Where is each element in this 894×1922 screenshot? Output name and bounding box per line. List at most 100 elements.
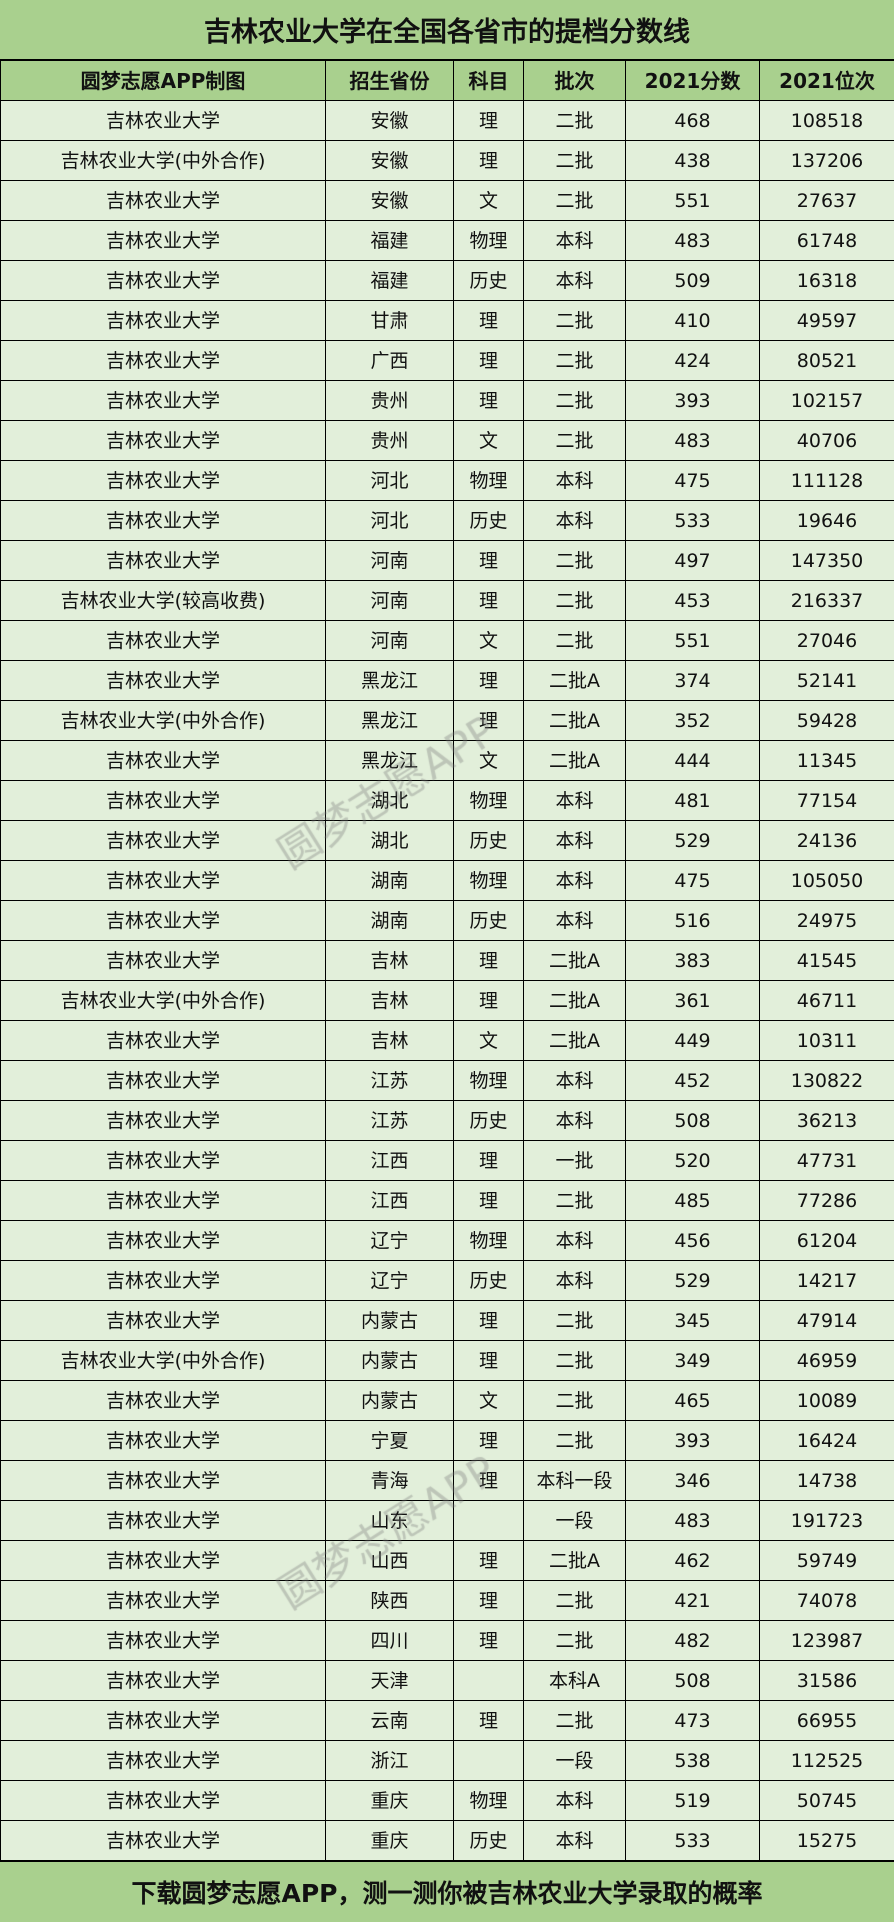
cell-school: 吉林农业大学 bbox=[1, 1061, 326, 1101]
cell-school: 吉林农业大学 bbox=[1, 1461, 326, 1501]
cell-province: 江西 bbox=[326, 1141, 454, 1181]
cell-score: 483 bbox=[626, 421, 760, 461]
cell-score: 475 bbox=[626, 861, 760, 901]
cell-subject: 历史 bbox=[454, 901, 524, 941]
cell-school: 吉林农业大学 bbox=[1, 101, 326, 141]
cell-subject: 理 bbox=[454, 1141, 524, 1181]
cell-rank: 74078 bbox=[760, 1581, 894, 1621]
cell-score: 346 bbox=[626, 1461, 760, 1501]
cell-subject: 理 bbox=[454, 141, 524, 181]
cell-province: 陕西 bbox=[326, 1581, 454, 1621]
cell-batch: 本科A bbox=[524, 1661, 626, 1701]
cell-rank: 147350 bbox=[760, 541, 894, 581]
cell-school: 吉林农业大学 bbox=[1, 1421, 326, 1461]
cell-rank: 61748 bbox=[760, 221, 894, 261]
cell-school: 吉林农业大学 bbox=[1, 541, 326, 581]
column-header-school: 圆梦志愿APP制图 bbox=[1, 61, 326, 101]
cell-subject: 物理 bbox=[454, 861, 524, 901]
cell-subject: 理 bbox=[454, 101, 524, 141]
cell-province: 四川 bbox=[326, 1621, 454, 1661]
cell-rank: 59428 bbox=[760, 701, 894, 741]
cell-province: 江苏 bbox=[326, 1061, 454, 1101]
cell-school: 吉林农业大学 bbox=[1, 1621, 326, 1661]
cell-batch: 本科 bbox=[524, 781, 626, 821]
cell-rank: 47731 bbox=[760, 1141, 894, 1181]
cell-province: 甘肃 bbox=[326, 301, 454, 341]
cell-province: 贵州 bbox=[326, 421, 454, 461]
cell-province: 黑龙江 bbox=[326, 741, 454, 781]
column-header-rank: 2021位次 bbox=[760, 61, 894, 101]
cell-province: 辽宁 bbox=[326, 1221, 454, 1261]
cell-score: 482 bbox=[626, 1621, 760, 1661]
cell-subject: 理 bbox=[454, 381, 524, 421]
cell-score: 410 bbox=[626, 301, 760, 341]
cell-rank: 36213 bbox=[760, 1101, 894, 1141]
cell-province: 安徽 bbox=[326, 181, 454, 221]
cell-province: 福建 bbox=[326, 221, 454, 261]
page-title: 吉林农业大学在全国各省市的提档分数线 bbox=[0, 0, 894, 60]
cell-school: 吉林农业大学(中外合作) bbox=[1, 1341, 326, 1381]
cell-rank: 27046 bbox=[760, 621, 894, 661]
cell-batch: 一段 bbox=[524, 1501, 626, 1541]
cell-batch: 本科 bbox=[524, 1261, 626, 1301]
cell-batch: 二批 bbox=[524, 1301, 626, 1341]
cell-school: 吉林农业大学 bbox=[1, 1261, 326, 1301]
cell-subject: 文 bbox=[454, 621, 524, 661]
cell-batch: 二批 bbox=[524, 1621, 626, 1661]
cell-province: 河南 bbox=[326, 581, 454, 621]
cell-subject: 理 bbox=[454, 941, 524, 981]
cell-batch: 二批 bbox=[524, 1181, 626, 1221]
cell-rank: 59749 bbox=[760, 1541, 894, 1581]
cell-subject: 物理 bbox=[454, 221, 524, 261]
cell-score: 349 bbox=[626, 1341, 760, 1381]
cell-score: 393 bbox=[626, 1421, 760, 1461]
cell-province: 河北 bbox=[326, 461, 454, 501]
cell-subject: 物理 bbox=[454, 461, 524, 501]
cell-rank: 102157 bbox=[760, 381, 894, 421]
cell-subject: 历史 bbox=[454, 1101, 524, 1141]
cell-subject: 历史 bbox=[454, 501, 524, 541]
cell-school: 吉林农业大学 bbox=[1, 221, 326, 261]
cell-subject: 理 bbox=[454, 701, 524, 741]
column-header-score: 2021分数 bbox=[626, 61, 760, 101]
cell-batch: 二批 bbox=[524, 1581, 626, 1621]
cell-school: 吉林农业大学 bbox=[1, 1781, 326, 1821]
cell-rank: 123987 bbox=[760, 1621, 894, 1661]
cell-school: 吉林农业大学 bbox=[1, 1581, 326, 1621]
cell-school: 吉林农业大学 bbox=[1, 421, 326, 461]
cell-batch: 二批 bbox=[524, 581, 626, 621]
cell-score: 533 bbox=[626, 1821, 760, 1861]
cell-batch: 二批A bbox=[524, 661, 626, 701]
cell-batch: 本科 bbox=[524, 901, 626, 941]
cell-school: 吉林农业大学 bbox=[1, 1021, 326, 1061]
cell-province: 江西 bbox=[326, 1181, 454, 1221]
cell-subject: 理 bbox=[454, 981, 524, 1021]
cell-rank: 11345 bbox=[760, 741, 894, 781]
cell-subject: 物理 bbox=[454, 781, 524, 821]
cell-province: 黑龙江 bbox=[326, 701, 454, 741]
cell-score: 509 bbox=[626, 261, 760, 301]
cell-subject bbox=[454, 1501, 524, 1541]
cell-school: 吉林农业大学 bbox=[1, 1501, 326, 1541]
cell-score: 483 bbox=[626, 1501, 760, 1541]
cell-school: 吉林农业大学 bbox=[1, 1701, 326, 1741]
cell-subject: 理 bbox=[454, 581, 524, 621]
cell-score: 449 bbox=[626, 1021, 760, 1061]
cell-subject: 文 bbox=[454, 1021, 524, 1061]
cell-batch: 本科 bbox=[524, 1821, 626, 1861]
cell-rank: 66955 bbox=[760, 1701, 894, 1741]
cell-rank: 80521 bbox=[760, 341, 894, 381]
cell-province: 重庆 bbox=[326, 1821, 454, 1861]
